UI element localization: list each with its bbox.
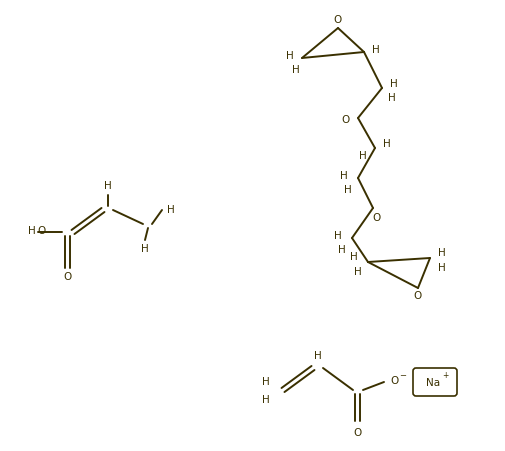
Text: O: O xyxy=(390,376,398,386)
Text: O: O xyxy=(341,115,349,125)
Text: H: H xyxy=(104,181,112,191)
Text: H: H xyxy=(262,377,269,387)
Text: H: H xyxy=(167,205,175,215)
Text: H: H xyxy=(354,267,361,277)
Text: H: H xyxy=(359,151,366,161)
Text: H: H xyxy=(314,351,321,361)
Text: Na: Na xyxy=(425,378,439,388)
Text: −: − xyxy=(399,372,406,381)
Text: O: O xyxy=(38,226,46,236)
Text: H: H xyxy=(28,226,36,236)
Text: H: H xyxy=(343,185,351,195)
Text: H: H xyxy=(382,139,390,149)
Text: H: H xyxy=(371,45,379,55)
Text: H: H xyxy=(285,51,293,61)
Text: H: H xyxy=(437,248,445,258)
Text: O: O xyxy=(353,428,362,438)
Text: H: H xyxy=(333,231,341,241)
Text: H: H xyxy=(387,93,395,103)
Text: O: O xyxy=(64,272,72,282)
Text: H: H xyxy=(339,171,347,181)
Text: O: O xyxy=(333,15,341,25)
Text: H: H xyxy=(262,395,269,405)
Text: H: H xyxy=(337,245,345,255)
Text: H: H xyxy=(141,244,148,254)
FancyBboxPatch shape xyxy=(412,368,456,396)
Text: H: H xyxy=(389,79,397,89)
Text: +: + xyxy=(441,372,447,381)
Text: O: O xyxy=(413,291,421,301)
Text: H: H xyxy=(437,263,445,273)
Text: H: H xyxy=(349,252,357,262)
Text: H: H xyxy=(291,65,299,75)
Text: O: O xyxy=(372,213,380,223)
